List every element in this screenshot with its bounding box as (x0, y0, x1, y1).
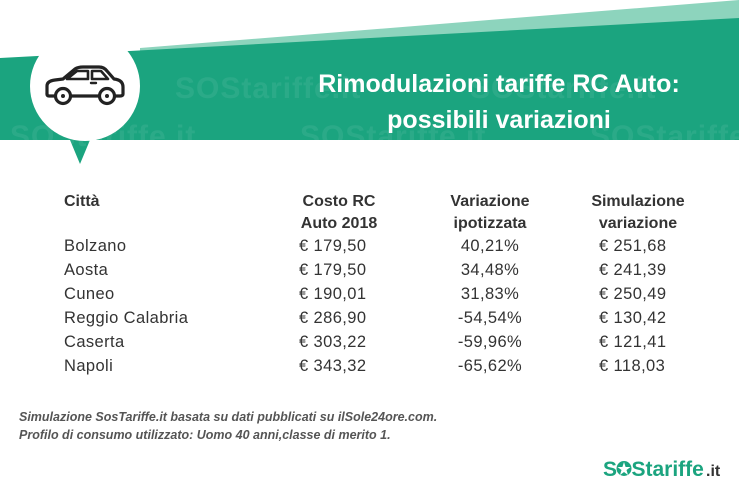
cell-simulation: € 250,49 (599, 285, 667, 303)
table-row: Reggio Calabria € 286,90 -54,54% € 130,4… (0, 309, 739, 333)
header-banner (0, 0, 739, 164)
cell-variation: -54,54% (457, 309, 523, 327)
cell-cost: € 343,32 (299, 357, 367, 375)
cell-variation: -65,62% (457, 357, 523, 375)
banner-watermark: SOStariffe.it (590, 120, 739, 153)
header-city: Città (64, 193, 100, 210)
table-row: Bolzano € 179,50 40,21% € 251,68 (0, 237, 739, 261)
table-row: Aosta € 179,50 34,48% € 241,39 (0, 261, 739, 285)
table-row: Caserta € 303,22 -59,96% € 121,41 (0, 333, 739, 357)
table-row: Napoli € 343,32 -65,62% € 118,03 (0, 357, 739, 381)
car-badge (30, 31, 140, 141)
header-simulation: Simulazione variazione (591, 193, 685, 232)
cell-variation: -59,96% (457, 333, 523, 351)
cell-simulation: € 251,68 (599, 237, 667, 255)
cell-variation: 31,83% (460, 285, 520, 303)
page-title-line1: Rimodulazioni tariffe RC Auto: (318, 70, 680, 98)
cell-city: Napoli (64, 357, 114, 375)
cell-city: Caserta (64, 333, 125, 351)
page-title-line2: possibili variazioni (387, 106, 611, 134)
cell-cost: € 286,90 (299, 309, 367, 327)
cell-variation: 34,48% (460, 261, 520, 279)
footnote-line2: Profilo di consumo utilizzato: Uomo 40 a… (19, 428, 391, 442)
cell-simulation: € 121,41 (599, 333, 667, 351)
header-cost: Costo RC Auto 2018 (300, 193, 378, 232)
svg-text:.it: .it (706, 463, 721, 480)
footnote: Simulazione SosTariffe.it basata su dati… (19, 408, 437, 444)
banner-watermark: SOStariffe.it (470, 72, 657, 105)
table-row: Cuneo € 190,01 31,83% € 250,49 (0, 285, 739, 309)
cell-cost: € 190,01 (299, 285, 367, 303)
header-variation: Variazione ipotizzata (450, 193, 530, 232)
page-title: Rimodulazioni tariffe RC Auto: possibili… (250, 66, 739, 138)
car-icon (45, 65, 125, 106)
banner-green-band (0, 18, 739, 164)
footnote-line1: Simulazione SosTariffe.it basata su dati… (19, 410, 438, 424)
cell-city: Cuneo (64, 285, 115, 303)
cell-city: Aosta (64, 261, 109, 279)
cell-simulation: € 118,03 (599, 357, 666, 375)
svg-text:Stariffe: Stariffe (632, 458, 704, 481)
banner-watermark: SOStariffe.it (300, 120, 487, 153)
cell-cost: € 303,22 (299, 333, 367, 351)
cell-variation: 40,21% (460, 237, 520, 255)
svg-text:S: S (603, 458, 617, 481)
cell-city: Bolzano (64, 237, 127, 255)
cell-cost: € 179,50 (299, 261, 367, 279)
cell-simulation: € 130,42 (599, 309, 667, 327)
cell-simulation: € 241,39 (599, 261, 667, 279)
cell-cost: € 179,50 (299, 237, 367, 255)
cell-city: Reggio Calabria (64, 309, 189, 327)
sostariffe-logo: S Stariffe .it (603, 458, 721, 481)
banner-watermark: SOStariffe.it (175, 72, 362, 105)
